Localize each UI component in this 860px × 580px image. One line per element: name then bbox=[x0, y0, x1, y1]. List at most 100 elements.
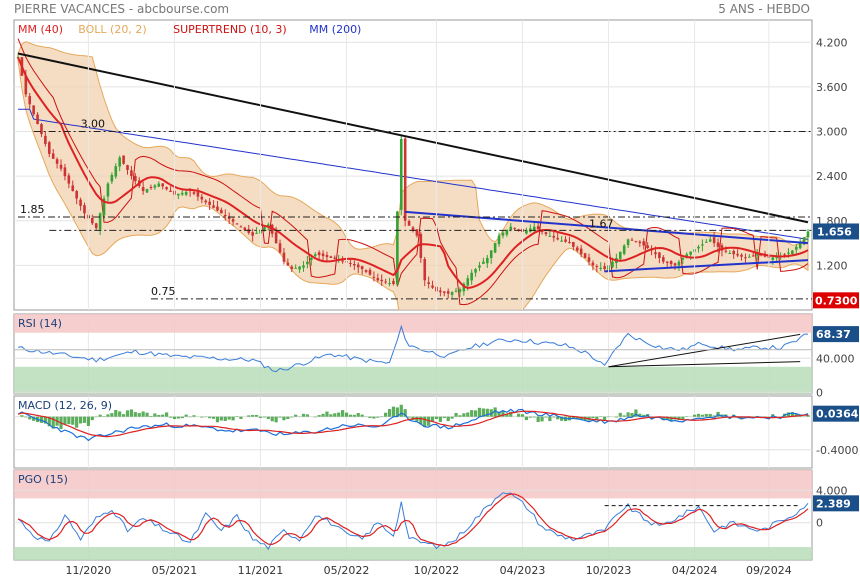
candle-body bbox=[313, 254, 317, 256]
macd-histogram-bar bbox=[75, 416, 79, 428]
macd-histogram-bar bbox=[106, 414, 110, 417]
candle-body bbox=[32, 105, 35, 115]
candle-body bbox=[243, 227, 247, 231]
macd-histogram-bar bbox=[176, 416, 180, 419]
macd-histogram-bar bbox=[172, 416, 177, 420]
macd-histogram-bar bbox=[247, 415, 251, 417]
macd-histogram-bar bbox=[442, 416, 446, 418]
legend-entry: SUPERTREND (10, 3) bbox=[173, 23, 287, 36]
macd-histogram-bar bbox=[427, 416, 431, 426]
candle-body bbox=[333, 257, 337, 259]
level-annotation: 3.00 bbox=[81, 118, 106, 131]
candle-body bbox=[497, 235, 501, 245]
candle-body bbox=[47, 142, 51, 154]
mm200-line bbox=[18, 108, 809, 240]
candle-body bbox=[411, 227, 415, 231]
candle-body bbox=[274, 232, 278, 244]
pgo-tick-label: 4.000 bbox=[816, 484, 848, 497]
macd-histogram-bar bbox=[157, 414, 161, 417]
candle-body bbox=[364, 270, 368, 272]
macd-histogram-bar bbox=[524, 416, 529, 421]
candle-body bbox=[141, 187, 145, 192]
macd-histogram-bar bbox=[78, 416, 83, 424]
candle-body bbox=[403, 138, 407, 221]
macd-histogram-bar bbox=[86, 416, 90, 426]
candle-body bbox=[603, 266, 606, 270]
macd-histogram-bar bbox=[301, 413, 306, 417]
macd-histogram-bar bbox=[329, 414, 333, 417]
macd-histogram-bar bbox=[341, 410, 345, 417]
candle-body bbox=[622, 245, 626, 254]
rsi-tick-label: 40.000 bbox=[816, 352, 855, 365]
macd-histogram-bar bbox=[712, 415, 716, 417]
rsi-overbought-zone bbox=[14, 314, 812, 333]
candle-body bbox=[263, 227, 266, 231]
candle-body bbox=[298, 266, 301, 270]
candle-body bbox=[177, 193, 180, 196]
macd-histogram-bar bbox=[282, 416, 286, 421]
macd-histogram-bar bbox=[153, 413, 157, 417]
candle-body bbox=[486, 257, 489, 264]
candle-body bbox=[126, 165, 129, 170]
macd-histogram-bar bbox=[368, 416, 372, 419]
candle-body bbox=[634, 241, 638, 243]
x-tick-label: 04/2024 bbox=[672, 564, 718, 577]
macd-histogram-bar bbox=[235, 416, 239, 417]
candle-body bbox=[740, 254, 743, 257]
macd-histogram-bar bbox=[528, 416, 532, 418]
candle-body bbox=[751, 255, 755, 257]
candle-body bbox=[794, 246, 798, 250]
candle-body bbox=[169, 190, 172, 192]
macd-histogram-bar bbox=[352, 414, 356, 417]
macd-histogram-bar bbox=[305, 414, 310, 417]
candle-body bbox=[509, 226, 513, 231]
macd-histogram-bar bbox=[200, 416, 204, 418]
macd-histogram-bar bbox=[254, 414, 259, 417]
supertrend-line bbox=[17, 38, 809, 306]
candle-body bbox=[247, 229, 251, 233]
candle-body bbox=[661, 257, 665, 262]
macd-histogram-bar bbox=[43, 416, 47, 424]
macd-histogram-bar bbox=[274, 416, 278, 423]
macd-histogram-bar bbox=[544, 416, 548, 418]
rsi-oversold-zone bbox=[14, 366, 812, 394]
macd-histogram-bar bbox=[407, 416, 411, 418]
macd-histogram-bar bbox=[497, 411, 501, 417]
macd-histogram-bar bbox=[477, 407, 482, 417]
candle-body bbox=[384, 281, 387, 283]
candle-body bbox=[204, 200, 208, 203]
rsi-plot bbox=[14, 314, 812, 394]
candle-body bbox=[673, 263, 677, 266]
macd-histogram-bar bbox=[286, 416, 290, 420]
candle-body bbox=[728, 252, 732, 254]
macd-histogram-bar bbox=[434, 416, 439, 419]
macd-histogram-bar bbox=[786, 412, 791, 417]
macd-plot bbox=[14, 404, 812, 451]
lower-trend-line bbox=[604, 259, 809, 273]
macd-histogram-bar bbox=[266, 416, 270, 419]
rsi-lower-trend-line bbox=[608, 361, 801, 368]
macd-histogram-bar bbox=[337, 412, 341, 417]
macd-histogram-bar bbox=[227, 416, 231, 420]
macd-histogram-bar bbox=[603, 416, 607, 421]
level-annotation: 0.75 bbox=[151, 285, 176, 298]
macd-histogram-bar bbox=[211, 416, 216, 419]
candle-body bbox=[396, 211, 399, 285]
macd-histogram-bar bbox=[270, 416, 274, 422]
macd-histogram-bar bbox=[438, 416, 442, 422]
candle-body bbox=[157, 183, 161, 187]
macd-histogram-bar bbox=[548, 416, 552, 422]
macd-histogram-bar bbox=[71, 416, 75, 425]
macd-histogram-bar bbox=[372, 416, 376, 419]
price-tick-label: 1.200 bbox=[816, 259, 848, 272]
macd-histogram-bar bbox=[395, 407, 399, 417]
macd-histogram-bar bbox=[520, 414, 525, 417]
candle-body bbox=[470, 272, 473, 281]
last-price-badge bbox=[813, 223, 859, 240]
candle-body bbox=[564, 239, 567, 242]
candle-body bbox=[665, 261, 669, 263]
candle-body bbox=[212, 205, 215, 208]
macd-histogram-bar bbox=[141, 411, 145, 417]
candle-body bbox=[231, 219, 235, 222]
macd-histogram-bar bbox=[90, 416, 94, 421]
